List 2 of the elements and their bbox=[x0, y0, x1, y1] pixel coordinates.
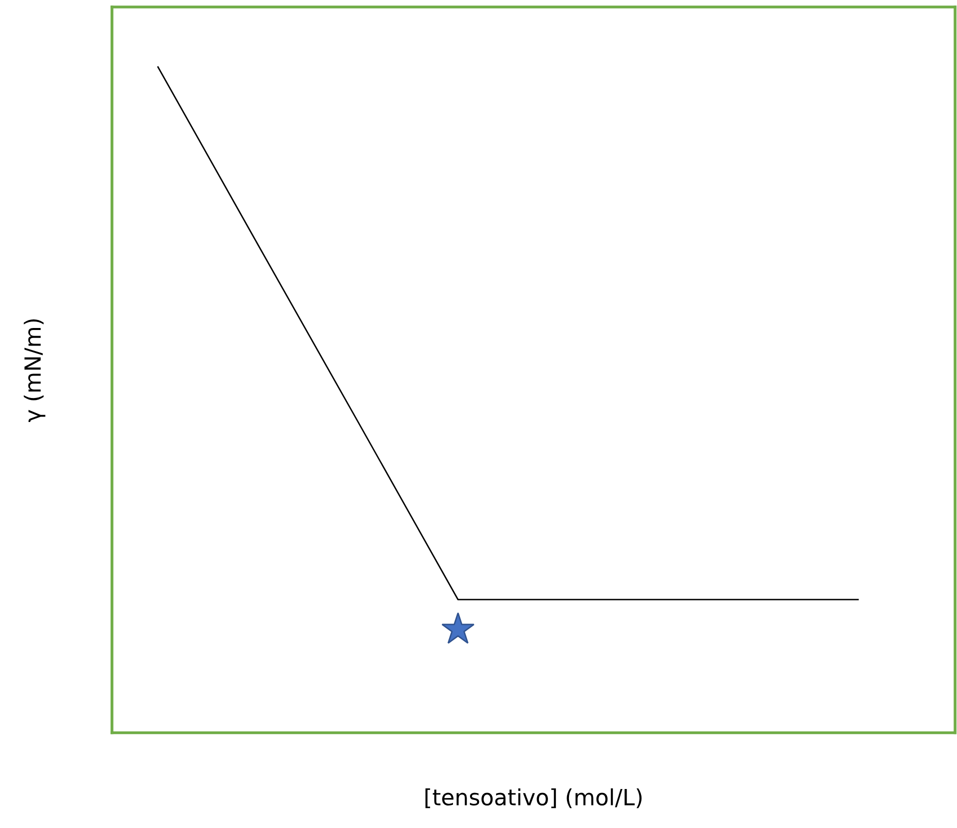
y-axis-title: γ (mN/m) bbox=[24, 319, 46, 422]
x-axis-title: [tensoativo] (mol/L) bbox=[425, 788, 642, 808]
